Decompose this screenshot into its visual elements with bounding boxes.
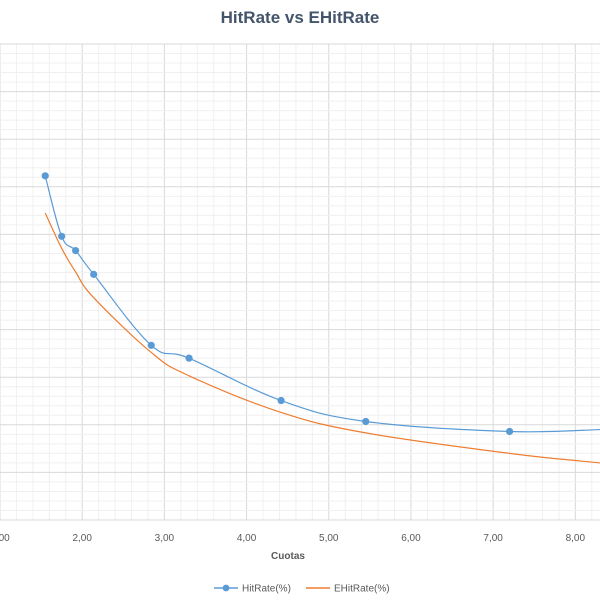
x-tick-label: 5,00 [319,533,339,544]
data-point-hitrate-5 [185,354,193,362]
x-tick-label: 7,00 [483,533,503,544]
gridlines [0,43,600,521]
x-tick-label: 6,00 [401,533,421,544]
data-point-hitrate-7 [362,417,370,426]
legend-marker-hitrate [222,584,230,592]
x-tick-label: 2,00 [72,533,92,544]
data-point-hitrate-3 [90,270,98,278]
x-tick-label: 8,00 [566,533,586,544]
data-point-hitrate-2 [72,246,80,255]
series-line-hitrate [44,175,600,433]
x-tick-label: 1,00 [0,533,10,544]
data-point-hitrate-6 [277,396,285,405]
x-axis-label: Cuotas [271,551,305,562]
legend-label-ehitrate: EHitRate(%) [334,584,390,595]
data-point-hitrate-1 [58,232,66,240]
x-tick-label: 3,00 [155,533,175,544]
series-lines [41,172,600,464]
x-axis-ticks: 1,00 2,00 3,00 4,00 5,00 6,00 7,00 8,00 [0,533,586,544]
chart-title: HitRate vs EHitRate [221,8,380,27]
data-point-hitrate-8 [505,427,514,436]
x-tick-label: 4,00 [237,533,257,544]
data-point-hitrate-0 [41,172,49,180]
legend: HitRate(%) EHitRate(%) [214,584,390,595]
data-point-hitrate-4 [147,341,155,349]
series-line-ehitrate [44,212,600,464]
legend-label-hitrate: HitRate(%) [242,584,291,595]
